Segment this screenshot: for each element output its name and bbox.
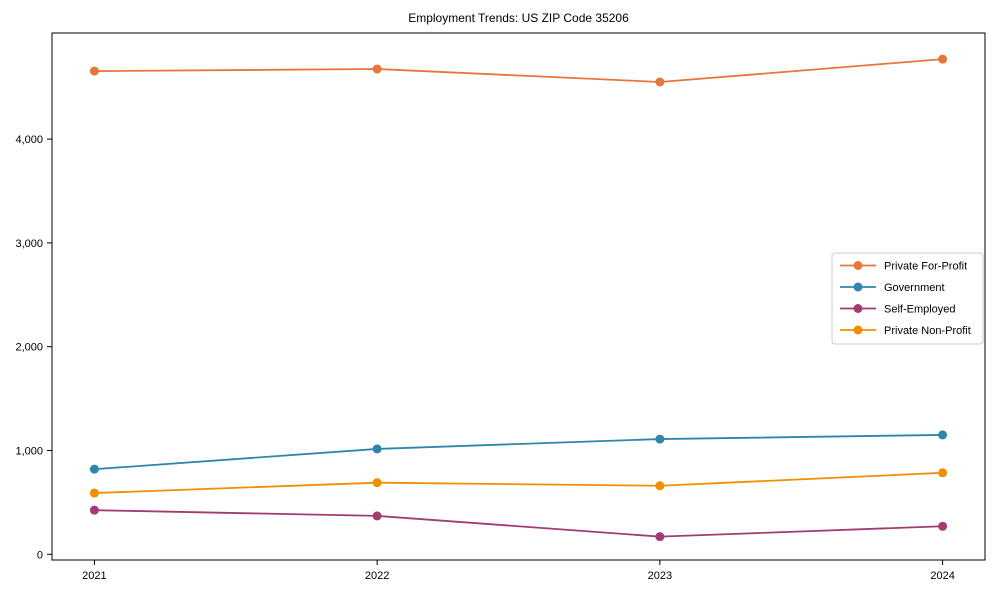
data-point-private-non-profit-2021 bbox=[89, 488, 99, 498]
series-line-self-employed bbox=[94, 509, 943, 538]
y-tick-label: 2,000 bbox=[15, 342, 43, 354]
legend-marker-private-non-profit bbox=[853, 325, 863, 335]
x-tick-label: 2022 bbox=[365, 570, 389, 582]
x-tick-label: 2021 bbox=[82, 570, 106, 582]
series-line-private-non-profit bbox=[94, 471, 943, 494]
legend-label-private-for-profit: Private For-Profit bbox=[884, 261, 967, 273]
chart-title: Employment Trends: US ZIP Code 35206 bbox=[408, 11, 629, 25]
data-point-government-2022 bbox=[372, 444, 382, 454]
legend-label-government: Government bbox=[884, 282, 945, 294]
data-point-private-non-profit-2022 bbox=[372, 478, 382, 488]
y-tick-label: 3,000 bbox=[15, 238, 43, 250]
data-point-private-non-profit-2024 bbox=[938, 468, 948, 478]
series-line-private-for-profit bbox=[94, 58, 943, 83]
legend-label-self-employed: Self-Employed bbox=[884, 304, 956, 316]
series-line-government bbox=[94, 434, 943, 471]
data-point-private-for-profit-2023 bbox=[655, 77, 665, 87]
data-point-private-for-profit-2021 bbox=[89, 66, 99, 76]
y-tick-label: 4,000 bbox=[15, 134, 43, 146]
legend-marker-private-for-profit bbox=[853, 261, 863, 270]
legend-marker-government bbox=[853, 282, 863, 292]
data-point-self-employed-2024 bbox=[938, 521, 948, 531]
data-point-government-2021 bbox=[89, 464, 99, 474]
data-point-private-for-profit-2022 bbox=[372, 64, 382, 74]
data-point-government-2023 bbox=[655, 434, 665, 444]
legend-marker-self-employed bbox=[853, 304, 863, 313]
data-point-government-2024 bbox=[938, 430, 948, 440]
y-tick-label: 0 bbox=[37, 549, 43, 561]
x-tick-label: 2023 bbox=[648, 570, 672, 582]
data-point-self-employed-2022 bbox=[372, 511, 382, 521]
data-point-self-employed-2021 bbox=[89, 505, 99, 515]
data-point-self-employed-2023 bbox=[655, 532, 665, 542]
data-point-private-non-profit-2023 bbox=[655, 481, 665, 491]
plot-area-border bbox=[51, 32, 986, 561]
y-tick-label: 1,000 bbox=[15, 445, 43, 457]
legend-box bbox=[831, 252, 984, 345]
x-tick-label: 2024 bbox=[930, 570, 954, 582]
data-point-private-for-profit-2024 bbox=[938, 54, 948, 64]
legend-label-private-non-profit: Private Non-Profit bbox=[884, 325, 971, 337]
